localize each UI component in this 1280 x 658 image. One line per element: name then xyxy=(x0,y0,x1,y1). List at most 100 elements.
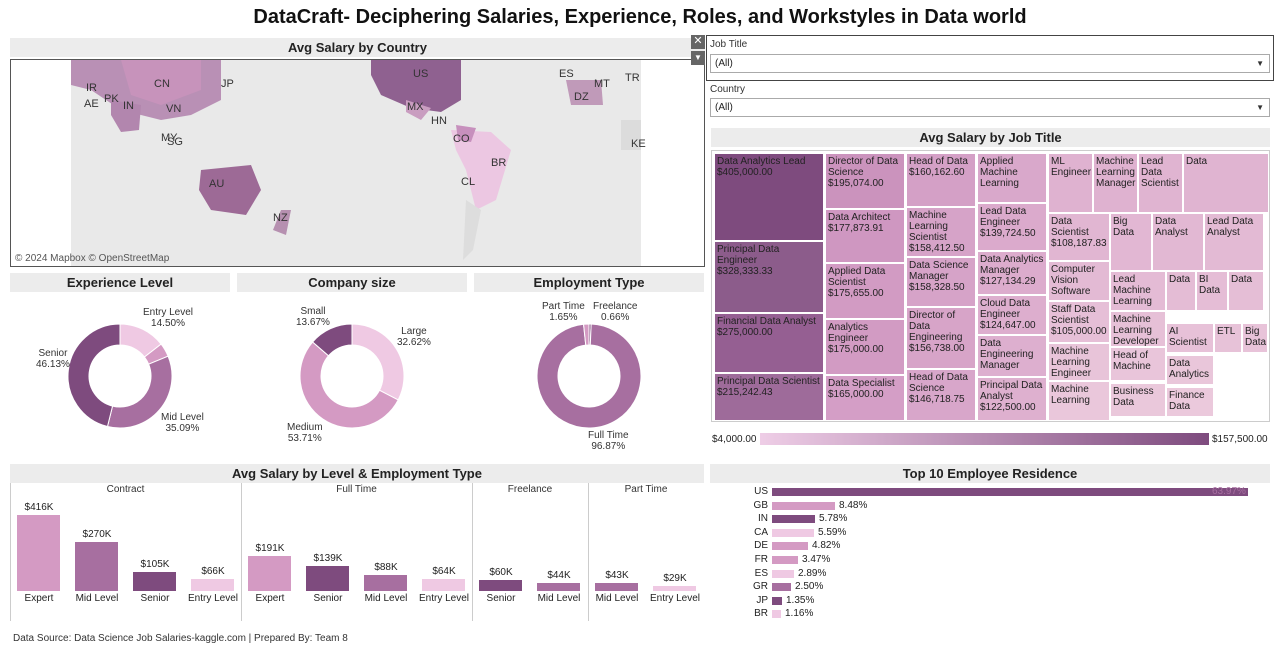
residence-bar[interactable] xyxy=(772,569,794,578)
treemap-cell[interactable]: Cloud Data Engineer $124,647.00 xyxy=(977,295,1047,335)
company-size-donut[interactable] xyxy=(299,323,405,429)
treemap-cell[interactable]: Principal Data Scientist $215,242.43 xyxy=(714,373,824,421)
chevron-down-icon: ▼ xyxy=(1256,59,1264,68)
treemap-cell[interactable]: Machine Learning Engineer xyxy=(1048,343,1110,381)
treemap-cell-title: Machine Learning Manager xyxy=(1096,156,1136,189)
treemap-cell[interactable]: Lead Machine Learning xyxy=(1110,271,1166,311)
treemap-cell[interactable]: Data xyxy=(1166,271,1196,311)
treemap-cell[interactable]: Staff Data Scientist $105,000.00 xyxy=(1048,301,1110,343)
donut-slice[interactable] xyxy=(67,323,121,428)
salary-map[interactable]: CN IR PK IN VN AE MY SG JP AU NZ US MX H… xyxy=(10,59,705,267)
residence-bar[interactable] xyxy=(772,542,808,551)
treemap-cell[interactable]: Principal Data Engineer $328,333.33 xyxy=(714,241,824,313)
bar-value-label: $64K xyxy=(432,566,456,577)
treemap-cell[interactable]: Data Science Manager $158,328.50 xyxy=(906,257,976,307)
donut-slice[interactable] xyxy=(299,341,399,429)
residence-bar[interactable] xyxy=(772,610,781,619)
treemap-cell[interactable]: Applied Data Scientist $175,655.00 xyxy=(825,263,905,319)
close-icon[interactable]: ✕ xyxy=(691,35,705,49)
donut-slice[interactable] xyxy=(583,323,590,346)
treemap-cell[interactable]: Machine Learning Developer xyxy=(1110,311,1166,347)
residence-bar[interactable] xyxy=(772,501,835,510)
treemap-cell[interactable]: Machine Learning xyxy=(1048,381,1110,421)
treemap-cell[interactable]: Computer Vision Software xyxy=(1048,261,1110,301)
treemap-cell[interactable]: Data Architect $177,873.91 xyxy=(825,209,905,263)
treemap-cell[interactable]: Head of Data $160,162.60 xyxy=(906,153,976,207)
treemap-cell[interactable]: Data xyxy=(1228,271,1264,311)
treemap-cell-title: Machine Learning xyxy=(1051,384,1090,406)
treemap-cell[interactable]: ETL xyxy=(1214,323,1242,353)
treemap-cell[interactable]: Machine Learning Manager xyxy=(1093,153,1138,213)
salary-bar[interactable] xyxy=(364,575,407,591)
residence-bar[interactable] xyxy=(772,556,798,564)
treemap-cell[interactable]: Head of Machine xyxy=(1110,347,1166,381)
job-title-treemap[interactable]: Data Analytics Lead $405,000.00 Principal … xyxy=(711,150,1270,422)
treemap-cell[interactable]: Data Specialist $165,000.00 xyxy=(825,375,905,421)
treemap-cell[interactable]: Data Analytics Lead $405,000.00 xyxy=(714,153,824,241)
treemap-cell[interactable]: ML Engineer xyxy=(1048,153,1093,213)
salary-bar[interactable] xyxy=(75,542,118,591)
treemap-cell-title: Head of Data Science xyxy=(909,372,968,394)
treemap-cell[interactable]: AI Scientist xyxy=(1166,323,1214,353)
treemap-cell[interactable]: Business Data xyxy=(1110,383,1166,417)
treemap-cell[interactable]: Lead Data Scientist xyxy=(1138,153,1183,213)
residence-value-label: 3.47% xyxy=(802,554,831,565)
salary-bar[interactable] xyxy=(653,586,696,591)
residence-bar[interactable] xyxy=(772,488,1248,496)
treemap-cell[interactable]: BI Data xyxy=(1196,271,1228,311)
treemap-cell[interactable]: Big Data xyxy=(1242,323,1268,353)
treemap-cell[interactable]: Lead Data Engineer $139,724.50 xyxy=(977,203,1047,251)
country-select[interactable]: (All) ▼ xyxy=(710,98,1270,117)
map-label: CN xyxy=(154,78,170,90)
map-label: IR xyxy=(86,82,97,94)
salary-bar[interactable] xyxy=(306,566,349,591)
treemap-cell[interactable]: Data Analyst xyxy=(1152,213,1204,271)
treemap-cell[interactable]: Applied Machine Learning xyxy=(977,153,1047,203)
treemap-cell-title: Computer Vision Software xyxy=(1051,264,1095,297)
treemap-cell[interactable]: Data Analytics xyxy=(1166,355,1214,385)
chevron-down-icon[interactable]: ▼ xyxy=(691,51,705,65)
salary-bar[interactable] xyxy=(537,583,580,591)
donut-slice[interactable] xyxy=(311,323,353,357)
residence-country-label: ES xyxy=(754,567,768,579)
residence-bar[interactable] xyxy=(772,596,782,605)
residence-bar[interactable] xyxy=(772,515,815,524)
residence-country-label: DE xyxy=(754,540,768,552)
treemap-cell[interactable]: Head of Data Science $146,718.75 xyxy=(906,369,976,421)
treemap-cell[interactable]: Financial Data Analyst $275,000.00 xyxy=(714,313,824,373)
treemap-cell[interactable]: Director of Data Engineering $156,738.00 xyxy=(906,307,976,369)
job-title-select[interactable]: (All) ▼ xyxy=(710,54,1270,73)
donut-slice[interactable] xyxy=(106,355,173,429)
treemap-cell[interactable]: Data xyxy=(1183,153,1269,213)
residence-bar[interactable] xyxy=(772,528,814,537)
experience-donut[interactable] xyxy=(67,323,173,429)
salary-bar[interactable] xyxy=(422,579,465,591)
residence-country-label: FR xyxy=(754,554,768,565)
treemap-cell[interactable]: Director of Data Science $195,074.00 xyxy=(825,153,905,209)
treemap-cell-title: Data Engineering Manager xyxy=(980,338,1034,371)
level-employment-chart xyxy=(10,483,704,621)
map-label: CO xyxy=(453,133,470,145)
treemap-cell-title: Data xyxy=(1231,274,1253,285)
treemap-cell[interactable]: Data Scientist $108,187.83 xyxy=(1048,213,1110,261)
treemap-cell[interactable]: Data Engineering Manager xyxy=(977,335,1047,377)
treemap-cell[interactable]: Machine Learning Scientist $158,412.50 xyxy=(906,207,976,257)
treemap-cell[interactable]: Principal Data Analyst $122,500.00 xyxy=(977,377,1047,421)
salary-bar[interactable] xyxy=(17,515,60,591)
salary-bar[interactable] xyxy=(248,556,291,591)
treemap-cell[interactable]: Big Data xyxy=(1110,213,1152,271)
treemap-cell[interactable]: Data Analytics Manager $127,134.29 xyxy=(977,251,1047,295)
treemap-cell[interactable]: Analytics Engineer $175,000.00 xyxy=(825,319,905,375)
salary-bar[interactable] xyxy=(191,579,234,591)
treemap-cell[interactable]: Finance Data xyxy=(1166,387,1214,417)
residence-country-label: GR xyxy=(753,581,768,593)
salary-bar[interactable] xyxy=(133,572,176,591)
donut-slice[interactable] xyxy=(536,323,642,429)
residence-bar[interactable] xyxy=(772,583,791,592)
salary-bar[interactable] xyxy=(479,580,522,591)
map-label: VN xyxy=(166,103,182,115)
treemap-cell-title: Data Scientist xyxy=(1051,216,1089,238)
employment-donut[interactable] xyxy=(536,323,642,429)
treemap-cell[interactable]: Lead Data Analyst xyxy=(1204,213,1264,271)
salary-bar[interactable] xyxy=(595,583,638,591)
